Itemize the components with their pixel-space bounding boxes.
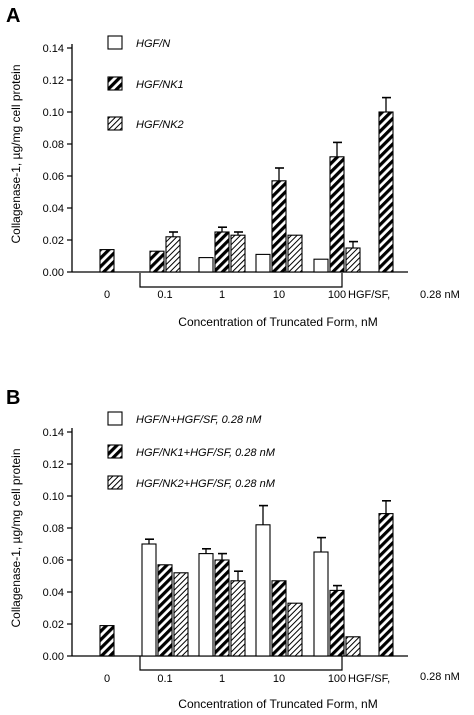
panel-a-x-tick-label: 0.1 [157, 289, 172, 301]
panel-a-bar-hgf-nk2 [287, 234, 303, 273]
panel-b-y-tick-label: 0.12 [43, 459, 64, 471]
panel-b-x-tick-label: 10 [273, 673, 285, 685]
panel-b-y-tick-label: 0.08 [43, 523, 64, 535]
panel-a-x-tick-label: 1 [219, 289, 225, 301]
panel-a-bar-hgf-nk1 [214, 231, 230, 273]
panel-a-x-tick-label: 10 [273, 289, 285, 301]
panel-b-letter: B [6, 387, 20, 409]
panel-b-bar-hgf-nk2-hgf-sf-0-28-nm [287, 602, 303, 657]
panel-b-plot: 0.00 0.02 0.04 0.06 0.08 0.10 0.12 0.14 0 0.1 1 10 1… [43, 427, 408, 685]
panel-b-bar-hgf-nk2-hgf-sf-0-28-nm [173, 572, 189, 657]
panel-a-bar-hgf-nk1 [378, 111, 394, 273]
panel-b-legend-swatch [107, 411, 123, 426]
panel-b-legend-swatch [107, 444, 123, 459]
panel-b-x-tick-label: 0.1 [157, 673, 172, 685]
panel-a-bar-hgf-nk2 [165, 236, 181, 273]
panel-a-legend: HGF/N HGF/NK1 HGF/NK2 [107, 35, 184, 131]
panel-a-letter: A [6, 5, 20, 27]
panel-b-bar-hgf-nk1-hgf-sf-0-28-nm [99, 625, 115, 657]
panel-b-legend-label: HGF/NK1+HGF/SF, 0.28 nM [136, 447, 276, 459]
panel-a-y-tick-label: 0.10 [43, 107, 64, 119]
panel-a-bar-hgf-nk2 [230, 234, 246, 273]
panel-a-plot: 0.00 0.02 0.04 0.06 0.08 0.10 0.12 0.14 0 0.1 1 10 1… [43, 43, 408, 301]
panel-a-hgf-conc-label: 0.28 nM [420, 289, 460, 301]
panel-a-bar-hgf-nk2 [345, 247, 361, 273]
panel-a-legend-label: HGF/N [136, 38, 170, 50]
panel-a-bar-hgf-nk1 [149, 250, 165, 273]
panel-a-y-tick-label: 0.04 [43, 203, 64, 215]
panel-b-x-tick-label: HGF/SF, [348, 673, 390, 685]
panel-a-x-tick-label: 100 [328, 289, 346, 301]
panel-b-hgf-conc-label: 0.28 nM [420, 671, 460, 683]
panel-a-y-axis-label: Collagenase-1, µg/mg cell protein [9, 64, 23, 243]
panel-a-legend-swatch [107, 35, 123, 50]
panel-b-bar-hgf-n-hgf-sf-0-28-nm [141, 543, 157, 657]
panel-a-legend-swatch [107, 76, 123, 91]
panel-b-bar-hgf-nk2-hgf-sf-0-28-nm [230, 580, 246, 657]
panel-a-y-tick-label: 0.14 [43, 43, 64, 55]
panel-b-legend: HGF/N+HGF/SF, 0.28 nM HGF/NK1+HGF/SF, 0.2… [107, 411, 276, 490]
panel-b-y-tick-label: 0.00 [43, 651, 64, 663]
panel-a-x-tick-label: 0 [104, 289, 110, 301]
panel-b-y-tick-label: 0.06 [43, 555, 64, 567]
panel-a-y-tick-label: 0.08 [43, 139, 64, 151]
panel-b-bar-hgf-n-hgf-sf-0-28-nm [313, 551, 329, 657]
panel-b-bar-hgf-nk1-hgf-sf-0-28-nm [214, 559, 230, 657]
panel-b: B 0.00 0.02 0.04 0.06 0.08 0.10 0.12 0.14 0 0.1 1 1… [6, 387, 460, 711]
panel-a-y-tick-label: 0.06 [43, 171, 64, 183]
panel-a-y-tick-label: 0.00 [43, 267, 64, 279]
panel-b-legend-label: HGF/N+HGF/SF, 0.28 nM [136, 414, 262, 426]
panel-a-x-axis-label: Concentration of Truncated Form, nM [178, 315, 377, 329]
panel-b-legend-label: HGF/NK2+HGF/SF, 0.28 nM [136, 478, 276, 490]
panel-a-legend-swatch [107, 116, 123, 131]
panel-b-y-tick-label: 0.10 [43, 491, 64, 503]
panel-b-x-axis-label: Concentration of Truncated Form, nM [178, 697, 377, 711]
panel-a-bar-hgf-n [313, 258, 329, 273]
panel-b-y-axis-label: Collagenase-1, µg/mg cell protein [9, 448, 23, 627]
panel-b-bar-hgf-nk1-hgf-sf-0-28-nm [157, 564, 173, 657]
panel-b-legend-swatch [107, 475, 123, 490]
panel-b-x-tick-label: 100 [328, 673, 346, 685]
panel-a-legend-label: HGF/NK2 [136, 119, 184, 131]
panel-b-bar-hgf-n-hgf-sf-0-28-nm [198, 553, 214, 657]
panel-b-x-tick-label: 1 [219, 673, 225, 685]
panel-b-y-tick-label: 0.02 [43, 619, 64, 631]
panel-a-bar-hgf-n [198, 257, 214, 273]
panel-a-bar-hgf-nk1 [329, 156, 345, 273]
panel-a-bar-hgf-n [255, 253, 271, 273]
panel-b-bar-hgf-nk1-hgf-sf-0-28-nm [378, 513, 394, 657]
panel-a: A 0.00 0.02 0.04 0.06 0.08 0.10 0.12 0.14 0 0.1 1 1… [6, 5, 460, 329]
panel-b-y-tick-label: 0.04 [43, 587, 64, 599]
panel-b-x-tick-label: 0 [104, 673, 110, 685]
panel-a-x-tick-label: HGF/SF, [348, 289, 390, 301]
panel-b-bar-hgf-nk1-hgf-sf-0-28-nm [271, 580, 287, 657]
panel-a-legend-label: HGF/NK1 [136, 79, 184, 91]
panel-b-bar-hgf-nk1-hgf-sf-0-28-nm [329, 589, 345, 657]
panel-a-bar-hgf-nk1 [271, 180, 287, 273]
panel-a-bar-hgf-nk1 [99, 249, 115, 273]
panel-b-bar-hgf-n-hgf-sf-0-28-nm [255, 524, 271, 657]
panel-b-bar-hgf-nk2-hgf-sf-0-28-nm [345, 636, 361, 657]
panel-b-concentration-bracket [139, 656, 343, 671]
panel-b-y-tick-label: 0.14 [43, 427, 64, 439]
panel-a-y-tick-label: 0.12 [43, 75, 64, 87]
panel-a-concentration-bracket [139, 273, 343, 288]
panel-a-y-tick-label: 0.02 [43, 235, 64, 247]
